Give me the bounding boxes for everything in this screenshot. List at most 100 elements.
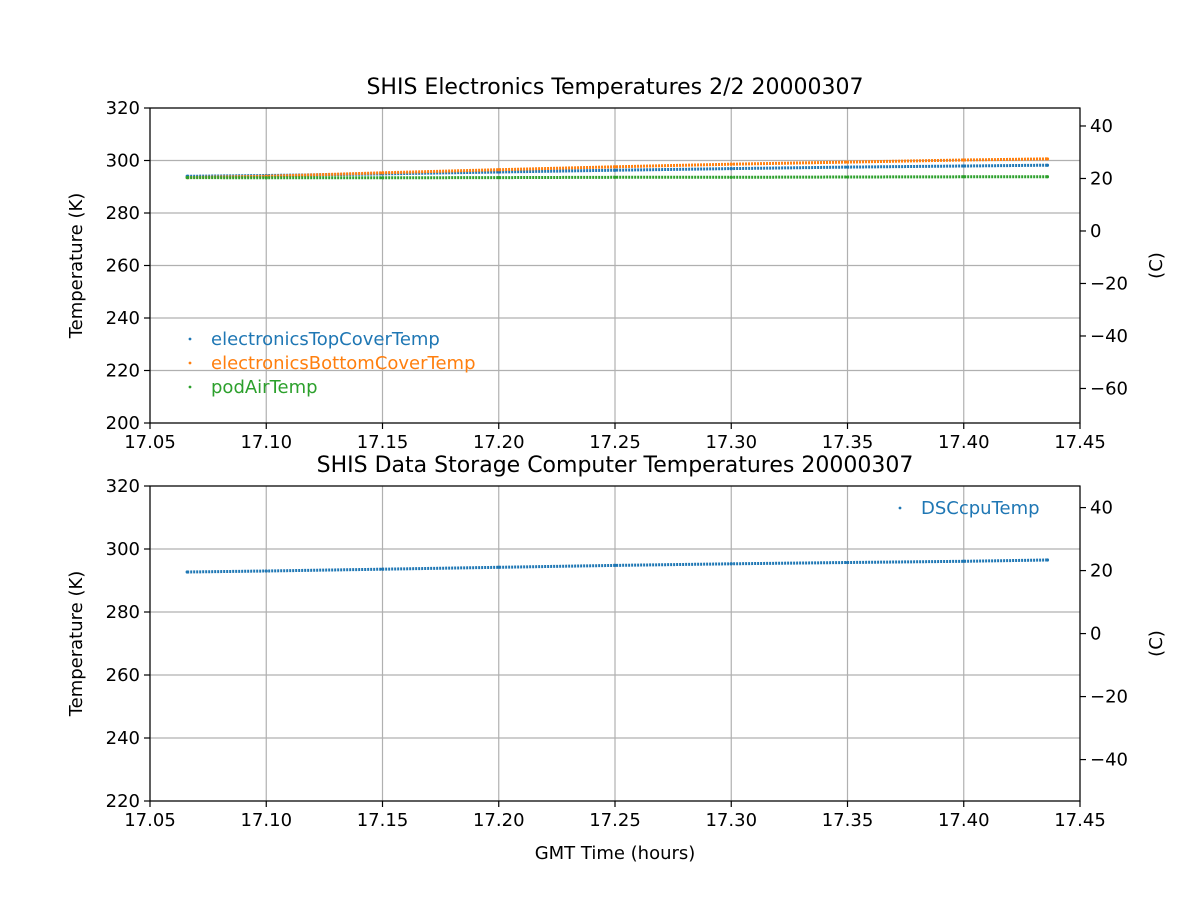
x-tick-label: 17.15 bbox=[357, 432, 409, 453]
y-tick-label: 260 bbox=[106, 256, 140, 277]
data-point bbox=[613, 175, 617, 179]
y-tick-label: 300 bbox=[106, 151, 140, 172]
y-tick-label: 300 bbox=[106, 539, 140, 560]
x-tick-label: 17.40 bbox=[938, 432, 990, 453]
x-tick-label: 17.15 bbox=[357, 810, 409, 831]
x-tick-label: 17.35 bbox=[822, 432, 874, 453]
y2-tick-label: 40 bbox=[1090, 498, 1113, 519]
secondary-y-axis-label: (C) bbox=[1146, 630, 1167, 657]
x-tick-label: 17.40 bbox=[938, 810, 990, 831]
x-axis-ticks: 17.05 17.10 17.15 17.20 17.25 17.30 17.35 17.40… bbox=[124, 423, 1106, 453]
data-point bbox=[1045, 157, 1050, 161]
y2-tick-label: 40 bbox=[1090, 116, 1113, 137]
y2-tick-label: 20 bbox=[1090, 168, 1113, 189]
legend-label: podAirTemp bbox=[211, 377, 318, 398]
data-series bbox=[185, 157, 1050, 180]
data-point bbox=[729, 167, 733, 171]
y-tick-label: 220 bbox=[106, 791, 140, 812]
data-point bbox=[380, 171, 385, 175]
data-point bbox=[1045, 558, 1050, 562]
x-tick-label: 17.25 bbox=[589, 432, 641, 453]
y-tick-label: 220 bbox=[106, 361, 140, 382]
x-tick-label: 17.20 bbox=[473, 810, 525, 831]
y-tick-label: 280 bbox=[106, 602, 140, 623]
y2-tick-label: 0 bbox=[1090, 221, 1101, 242]
data-series bbox=[185, 558, 1050, 574]
y-tick-label: 240 bbox=[106, 308, 140, 329]
chart-title: SHIS Electronics Temperatures 2/2 200003… bbox=[366, 75, 863, 100]
data-point bbox=[264, 176, 268, 180]
secondary-y-axis-ticks: −60 −40 −20 0 20 40 bbox=[1080, 116, 1128, 399]
chart-title: SHIS Data Storage Computer Temperatures … bbox=[317, 453, 914, 478]
y-axis-ticks: 200 220 240 260 280 300 320 bbox=[106, 98, 150, 434]
data-point bbox=[497, 168, 501, 172]
data-point bbox=[845, 560, 850, 565]
data-point bbox=[264, 569, 268, 573]
y2-tick-label: −60 bbox=[1090, 378, 1128, 399]
data-point bbox=[380, 567, 385, 571]
data-point bbox=[613, 168, 617, 172]
secondary-y-axis-label: (C) bbox=[1146, 252, 1167, 279]
legend: DSCcpuTemp bbox=[898, 498, 1040, 519]
data-point bbox=[497, 175, 501, 180]
legend-label: DSCcpuTemp bbox=[921, 498, 1040, 519]
y-tick-label: 240 bbox=[106, 728, 140, 749]
y-tick-label: 200 bbox=[106, 413, 140, 434]
legend-marker bbox=[188, 337, 192, 341]
y2-tick-label: −40 bbox=[1090, 750, 1128, 771]
data-point bbox=[962, 158, 966, 162]
legend-marker bbox=[188, 385, 192, 389]
data-point bbox=[1045, 163, 1050, 167]
x-tick-label: 17.45 bbox=[1054, 432, 1106, 453]
x-tick-label: 17.25 bbox=[589, 810, 641, 831]
panel-data-storage-computer-temperatures: 17.05 17.10 17.15 17.20 17.25 17.30 17.35 17.40… bbox=[66, 453, 1167, 864]
x-tick-label: 17.35 bbox=[822, 810, 874, 831]
data-point bbox=[962, 175, 966, 179]
data-point bbox=[380, 176, 385, 180]
panel-electronics-temperatures: 17.05 17.10 17.15 17.20 17.25 17.30 17.35 17.40… bbox=[66, 75, 1167, 453]
legend-marker bbox=[188, 361, 192, 365]
data-point bbox=[613, 563, 617, 567]
y-tick-label: 280 bbox=[106, 203, 140, 224]
y-axis-ticks: 220 240 260 280 300 320 bbox=[106, 476, 150, 812]
y2-tick-label: 20 bbox=[1090, 561, 1113, 582]
y2-tick-label: 0 bbox=[1090, 624, 1101, 645]
x-tick-label: 17.45 bbox=[1054, 810, 1106, 831]
y2-tick-label: −20 bbox=[1090, 687, 1128, 708]
legend-label: electronicsBottomCoverTemp bbox=[211, 353, 476, 374]
data-point bbox=[185, 175, 189, 180]
data-point bbox=[729, 562, 733, 566]
legend: electronicsTopCoverTemp electronicsBottom… bbox=[188, 329, 476, 398]
data-point bbox=[845, 175, 850, 179]
y-axis-label: Temperature (K) bbox=[66, 571, 87, 718]
y-tick-label: 320 bbox=[106, 476, 140, 497]
y-tick-label: 260 bbox=[106, 665, 140, 686]
data-point bbox=[962, 559, 966, 563]
legend-marker bbox=[898, 506, 902, 510]
data-point bbox=[497, 565, 501, 569]
legend-label: electronicsTopCoverTemp bbox=[211, 329, 440, 350]
x-tick-label: 17.10 bbox=[240, 432, 292, 453]
y-tick-label: 320 bbox=[106, 98, 140, 119]
data-point bbox=[729, 162, 733, 166]
x-tick-label: 17.30 bbox=[705, 432, 757, 453]
data-point bbox=[845, 160, 850, 164]
x-tick-label: 17.30 bbox=[705, 810, 757, 831]
y2-tick-label: −40 bbox=[1090, 326, 1128, 347]
data-point bbox=[962, 164, 966, 168]
data-point bbox=[185, 570, 189, 574]
x-tick-label: 17.20 bbox=[473, 432, 525, 453]
data-point bbox=[1045, 175, 1050, 179]
x-tick-label: 17.05 bbox=[124, 432, 176, 453]
secondary-y-axis-ticks: −40 −20 0 20 40 bbox=[1080, 498, 1128, 771]
x-axis-ticks: 17.05 17.10 17.15 17.20 17.25 17.30 17.35 17.40… bbox=[124, 801, 1106, 831]
y-axis-label: Temperature (K) bbox=[66, 193, 87, 340]
y2-tick-label: −20 bbox=[1090, 273, 1128, 294]
data-point bbox=[845, 165, 850, 169]
data-point bbox=[613, 165, 617, 169]
data-point bbox=[729, 175, 733, 179]
x-tick-label: 17.05 bbox=[124, 810, 176, 831]
x-tick-label: 17.10 bbox=[240, 810, 292, 831]
x-axis-label: GMT Time (hours) bbox=[535, 843, 696, 864]
